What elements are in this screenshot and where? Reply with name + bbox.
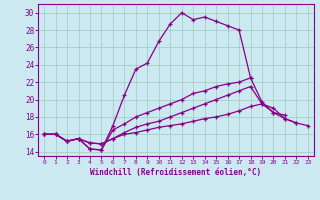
X-axis label: Windchill (Refroidissement éolien,°C): Windchill (Refroidissement éolien,°C) xyxy=(91,168,261,177)
